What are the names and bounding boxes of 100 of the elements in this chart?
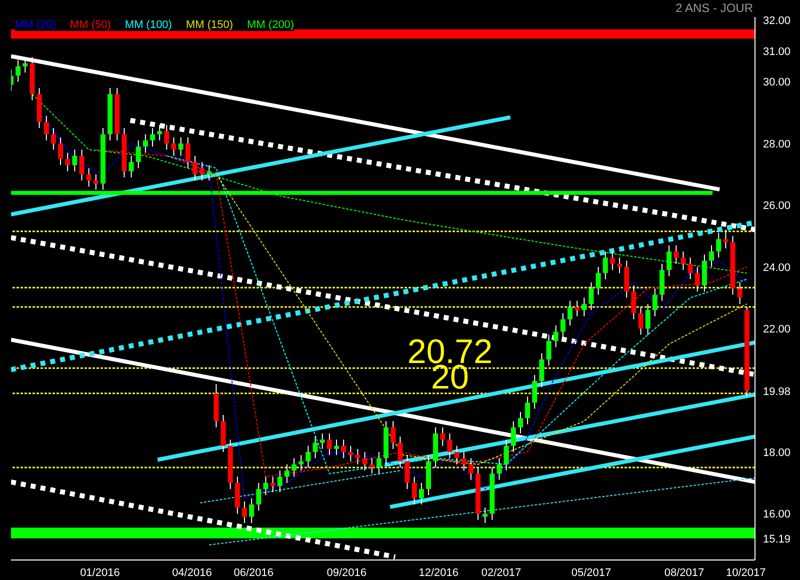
- x-tick-label: 06/2016: [234, 566, 274, 579]
- y-tick-label: 30.00: [763, 76, 791, 89]
- x-tick-label: 05/2017: [571, 566, 612, 579]
- text: MM (50): [70, 19, 111, 31]
- candlestick: [694, 266, 700, 292]
- candlestick: [510, 420, 516, 453]
- candlestick: [348, 445, 354, 462]
- candlestick: [645, 303, 650, 336]
- y-tick-label: 32.00: [763, 14, 791, 27]
- candlestick: [582, 297, 587, 317]
- candlestick: [150, 128, 156, 148]
- candlestick: [249, 498, 254, 524]
- text: MM (20): [15, 19, 56, 31]
- candlestick: [610, 250, 615, 270]
- candlestick: [93, 174, 98, 190]
- candlestick: [553, 325, 558, 348]
- candlestick: [688, 257, 693, 280]
- candlestick: [560, 312, 566, 338]
- candlestick: [298, 454, 304, 472]
- candlestick: [716, 232, 722, 258]
- candlestick: [588, 282, 594, 311]
- candlestick: [518, 411, 523, 434]
- candlestick: [447, 433, 452, 459]
- candlestick: [525, 396, 530, 425]
- candlestick: [320, 433, 325, 450]
- candlestick: [532, 374, 538, 410]
- candlestick: [65, 152, 70, 172]
- candlestick: [242, 500, 248, 524]
- candlestick: [44, 115, 49, 141]
- candlestick: [617, 257, 622, 274]
- text: MM (100): [124, 19, 172, 31]
- candlestick: [58, 136, 64, 166]
- candlestick: [440, 426, 446, 446]
- candlestick: [362, 452, 368, 472]
- x-tick-label: 10/2017: [726, 566, 766, 579]
- candlestick: [142, 134, 148, 154]
- candlestick: [312, 436, 318, 459]
- candlestick: [192, 155, 198, 182]
- candlestick: [631, 284, 636, 320]
- y-tick-label: 31.00: [763, 46, 791, 58]
- y-tick-label: 18.00: [763, 446, 791, 459]
- candlestick: [454, 445, 460, 465]
- candlestick: [178, 136, 184, 156]
- candlestick: [79, 149, 84, 182]
- candlestick: [596, 266, 601, 296]
- candlestick: [128, 155, 134, 178]
- y-tick-label: 16.00: [763, 508, 791, 521]
- candlestick: [482, 507, 488, 524]
- candlestick: [412, 476, 417, 505]
- candlestick: [16, 60, 21, 82]
- candlestick: [86, 168, 92, 188]
- y-tick-label: 19.98: [763, 386, 791, 398]
- candlestick: [50, 128, 56, 150]
- y-tick-label: 15.19: [763, 534, 791, 546]
- x-tick-label: 09/2016: [326, 566, 366, 579]
- candlestick: [284, 464, 290, 484]
- candlestick: [277, 470, 282, 493]
- candlestick: [72, 149, 78, 172]
- candlestick: [418, 482, 424, 505]
- candlestick: [200, 162, 205, 182]
- candlestick: [496, 458, 502, 480]
- candlestick: [709, 244, 714, 268]
- candlestick: [539, 352, 544, 388]
- y-tick-label: 22.00: [763, 324, 791, 336]
- candlestick: [723, 229, 728, 249]
- x-tick-label: 08/2017: [664, 566, 704, 579]
- chart-subtitle: 2 ANS - JOUR: [676, 1, 753, 15]
- candlestick: [164, 124, 170, 150]
- candlestick: [334, 439, 339, 456]
- candlestick: [638, 306, 644, 336]
- y-tick-label: 26.00: [763, 200, 791, 212]
- candlestick: [355, 448, 360, 465]
- candlestick: [546, 334, 552, 366]
- candlestick: [652, 288, 658, 317]
- candlestick: [206, 164, 212, 182]
- line-series: [216, 174, 748, 465]
- x-tick-label: 04/2016: [172, 566, 212, 579]
- candlestick: [504, 439, 509, 472]
- y-tick-label: 28.00: [763, 138, 791, 150]
- candlestick: [680, 250, 686, 270]
- text: MM (200): [247, 19, 294, 31]
- candlestick: [306, 445, 311, 468]
- candlestick: [341, 439, 346, 459]
- candlestick: [256, 482, 262, 512]
- x-tick-label: 12/2016: [418, 566, 458, 579]
- candlestick: [171, 136, 176, 156]
- candlestick: [674, 244, 679, 264]
- x-tick-label: 01/2016: [80, 566, 120, 579]
- candlestick: [376, 452, 382, 474]
- text: MM (150): [186, 19, 234, 31]
- candlestick: [737, 282, 742, 304]
- candlestick: [292, 458, 297, 478]
- candlestick: [263, 476, 268, 496]
- candlestick: [568, 300, 573, 326]
- candlestick: [369, 458, 374, 474]
- candlestick: [398, 436, 403, 468]
- candlestick: [326, 433, 332, 456]
- candlestick: [390, 420, 396, 450]
- candlestick: [157, 124, 162, 141]
- x-tick-label: 02/2017: [481, 566, 522, 579]
